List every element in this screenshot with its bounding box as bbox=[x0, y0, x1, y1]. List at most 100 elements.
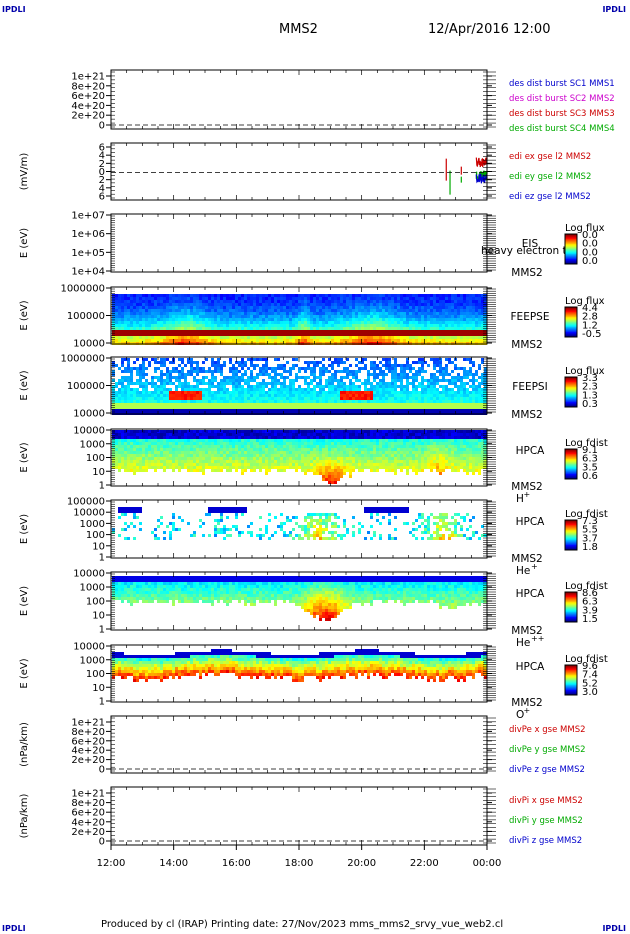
species-label: H bbox=[516, 493, 524, 505]
y-tick-label: 2 bbox=[99, 159, 105, 170]
y-tick-label: 10 bbox=[92, 467, 105, 478]
time-tick-label: 12:00 bbox=[97, 858, 126, 869]
spacecraft-title: MMS2 bbox=[279, 22, 318, 37]
corner-label-bottom-left: IPDLI bbox=[2, 924, 26, 933]
y-tick-label: 1 bbox=[99, 481, 105, 492]
time-tick-label: 16:00 bbox=[222, 858, 251, 869]
y-tick-label: 2e+20 bbox=[71, 827, 105, 838]
datetime-title: 12/Apr/2016 12:00 bbox=[428, 22, 551, 37]
time-tick-label: 18:00 bbox=[285, 858, 314, 869]
y-tick-label: 2e+20 bbox=[71, 111, 105, 122]
y-tick-label: 1000 bbox=[80, 655, 105, 666]
y-tick-label: 4e+20 bbox=[71, 101, 105, 112]
y-tick-label: 10 bbox=[92, 683, 105, 694]
y-tick-label: 4 bbox=[99, 151, 105, 162]
y-tick-label: 4e+20 bbox=[71, 746, 105, 757]
feepse-colorbar-tick: 4.4 bbox=[582, 303, 598, 314]
species-label: O bbox=[516, 709, 524, 721]
species-charge: ++ bbox=[531, 634, 544, 643]
instrument-label: FEEPSI bbox=[512, 381, 547, 393]
legend-entry: des dist burst SC2 MMS2 bbox=[509, 94, 615, 104]
hpca-o-colorbar-tick: 3.0 bbox=[582, 687, 598, 698]
hpca-he-colorbar-tick: 7.3 bbox=[582, 516, 598, 527]
y-axis-label: E (eV) bbox=[19, 442, 30, 472]
eis-colorbar-tick: 0.0 bbox=[582, 239, 598, 250]
time-tick-label: 20:00 bbox=[347, 858, 376, 869]
spacecraft-label: MMS2 bbox=[511, 267, 542, 279]
y-tick-label: 1e+04 bbox=[71, 267, 105, 278]
legend-entry: divPe z gse MMS2 bbox=[509, 765, 585, 775]
time-axis: 12:00 14:00 16:00 18:00 20:00 22:00 00:00 bbox=[97, 845, 502, 869]
hpca-hepp-colorbar-tick: 1.5 bbox=[582, 614, 598, 625]
edi-series-0 bbox=[475, 157, 488, 168]
eis-colorbar-tick: 0.0 bbox=[582, 230, 598, 241]
spacecraft-label: MMS2 bbox=[511, 409, 542, 421]
y-tick-label: 2e+20 bbox=[71, 755, 105, 766]
hpca-he-colorbar-tick: 1.8 bbox=[582, 542, 598, 553]
instrument-label: HPCA bbox=[516, 588, 546, 600]
y-tick-label: 1 bbox=[99, 697, 105, 708]
y-tick-label: 1e+21 bbox=[71, 789, 105, 800]
y-tick-label: 1 bbox=[99, 553, 105, 564]
y-tick-label: 1000 bbox=[80, 439, 105, 450]
y-tick-label: 100000 bbox=[67, 497, 105, 508]
y-axis-label: (nPa/km) bbox=[19, 794, 30, 839]
hpca-he-colorbar-title: Log fdist bbox=[565, 509, 608, 520]
y-axis-label: E (eV) bbox=[19, 370, 30, 400]
instrument-label: HPCA bbox=[516, 445, 546, 457]
legend-entry: divPe y gse MMS2 bbox=[509, 745, 586, 755]
hpca-h-colorbar-tick: 0.6 bbox=[582, 471, 598, 482]
feepsi-colorbar-tick: 3.3 bbox=[582, 373, 598, 384]
y-tick-label: 1e+07 bbox=[71, 211, 105, 222]
instrument-label: EIS bbox=[522, 238, 539, 250]
legend-entry: divPi y gse MMS2 bbox=[509, 816, 583, 826]
hpca-o-colorbar-tick: 7.4 bbox=[582, 670, 598, 681]
hpca-o-colorbar-title: Log fdist bbox=[565, 654, 608, 665]
time-tick-label: 00:00 bbox=[473, 858, 502, 869]
hpca-hepp-colorbar-title: Log fdist bbox=[565, 581, 608, 592]
y-tick-label: 6e+20 bbox=[71, 736, 105, 747]
y-axis-label: (mV/m) bbox=[19, 153, 30, 191]
panel-frame bbox=[110, 213, 488, 273]
y-axis-label: (nPa/km) bbox=[19, 722, 30, 767]
hpca-hepp-colorbar-tick: 6.3 bbox=[582, 597, 598, 608]
legend-entry: des dist burst SC3 MMS3 bbox=[509, 109, 615, 119]
hpca-h-colorbar-title: Log fdist bbox=[565, 438, 608, 449]
y-tick-label: 6e+20 bbox=[71, 91, 105, 102]
corner-label-top-left: IPDLI bbox=[2, 5, 26, 14]
hpca-h-colorbar-tick: 3.5 bbox=[582, 462, 598, 473]
y-tick-label: 8e+20 bbox=[71, 81, 105, 92]
y-tick-label: 1000 bbox=[80, 519, 105, 530]
y-tick-label: 0 bbox=[99, 765, 105, 776]
y-tick-label: 1000000 bbox=[60, 354, 105, 365]
y-tick-label: 100 bbox=[86, 530, 105, 541]
y-tick-label: 8e+20 bbox=[71, 727, 105, 738]
spacecraft-label: MMS2 bbox=[511, 697, 542, 709]
legend-entry: des dist burst SC4 MMS4 bbox=[509, 124, 615, 134]
y-tick-label: 1000 bbox=[80, 583, 105, 594]
panel-frame bbox=[110, 786, 488, 846]
hpca-he-colorbar-tick: 5.5 bbox=[582, 525, 598, 536]
y-axis-label: E (eV) bbox=[19, 658, 30, 688]
y-tick-label: 10000 bbox=[73, 339, 105, 350]
y-tick-label: 10 bbox=[92, 541, 105, 552]
hpca-hepp-colorbar-tick: 8.6 bbox=[582, 588, 598, 599]
instrument-label: HPCA bbox=[516, 661, 546, 673]
hpca-o-colorbar-tick: 9.6 bbox=[582, 661, 598, 672]
panel-frame bbox=[110, 715, 488, 774]
panel-frame bbox=[110, 69, 488, 130]
y-tick-label: 6e+20 bbox=[71, 808, 105, 819]
y-tick-label: 6 bbox=[99, 143, 105, 154]
instrument-label: HPCA bbox=[516, 516, 546, 528]
panel-feepse: 1000000 100000 10000 E (eV) FEEPSE MMS2 Log fl… bbox=[19, 284, 605, 352]
